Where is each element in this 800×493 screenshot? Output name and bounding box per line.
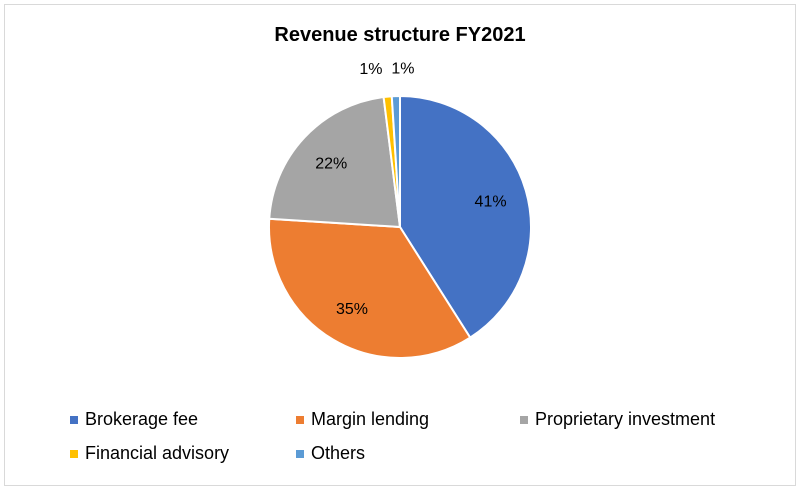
pie-slice-others [390,94,401,228]
legend-label: Proprietary investment [535,409,716,429]
pie-slice-margin-lending [268,217,472,359]
legend-label: Margin lending [311,409,430,429]
data-label: 1% [391,60,414,77]
legend-item-financial-advisory: Financial advisory [70,443,229,464]
data-label: 35% [336,301,368,318]
legend-label: Financial advisory [85,443,230,463]
chart-title: Revenue structure FY2021 [274,24,526,46]
legend-item-brokerage-fee: Brokerage fee [70,409,198,430]
legend-swatch [70,415,78,424]
legend-swatch [296,415,304,424]
legend-label: Others [311,443,366,463]
legend-swatch [296,449,304,458]
data-label: 41% [475,194,507,211]
data-label: 22% [315,155,347,172]
legend-item-others: Others [296,443,365,464]
legend-swatch [520,415,528,424]
legend-item-proprietary-investment: Proprietary investment [520,409,715,430]
pie-slice-proprietary-investment [268,95,402,229]
data-label: 1% [359,61,382,78]
legend-swatch [70,449,78,458]
legend-item-margin-lending: Margin lending [296,409,429,430]
legend-label: Brokerage fee [85,409,199,429]
